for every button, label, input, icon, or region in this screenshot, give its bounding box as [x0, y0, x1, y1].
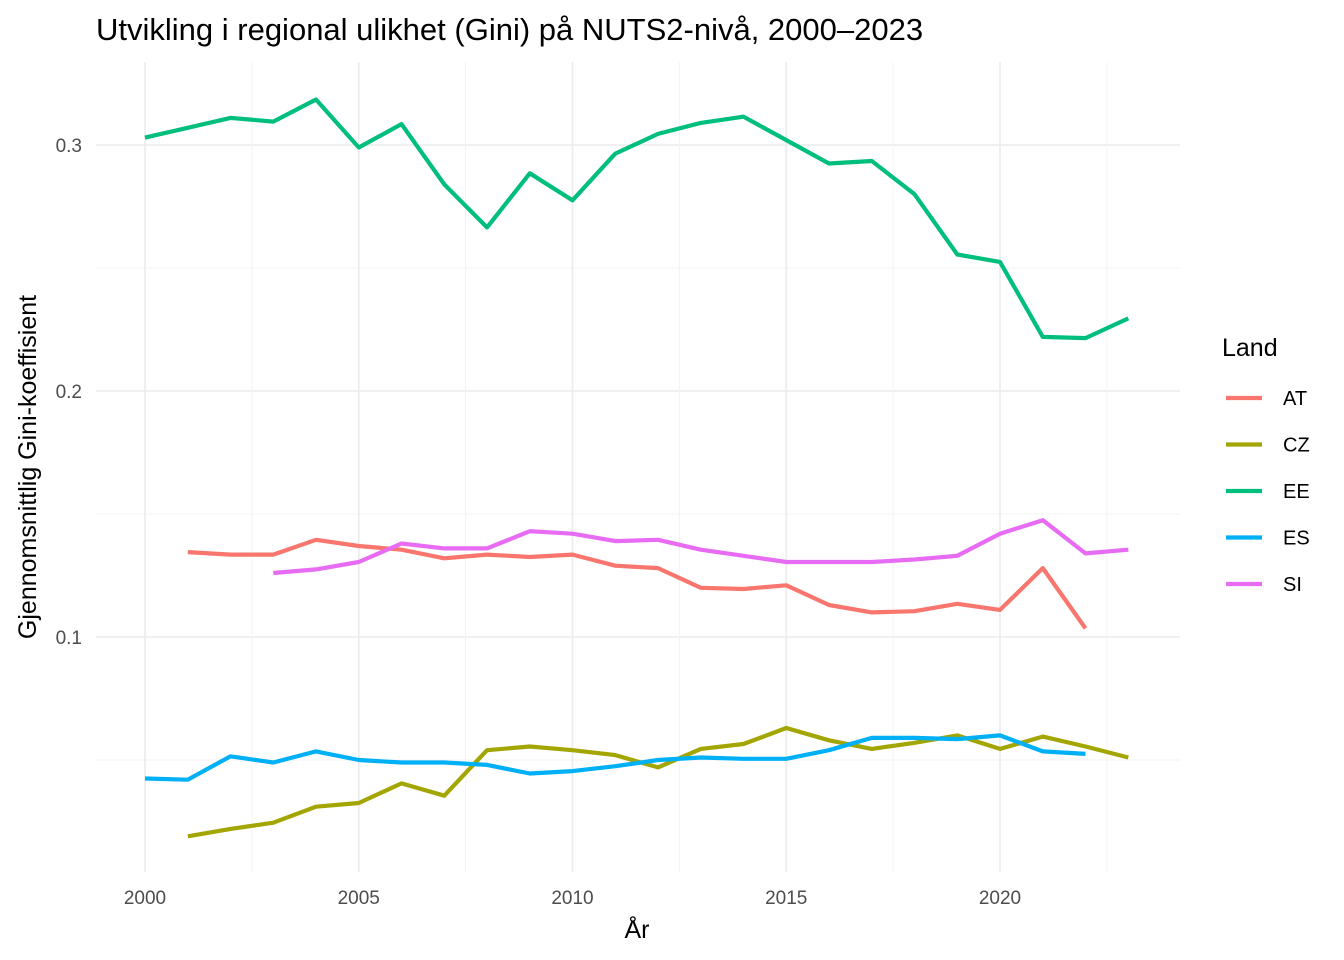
series-line-ee — [144, 97, 1130, 341]
x-tick-label: 2010 — [551, 888, 593, 909]
legend-label-es: ES — [1283, 528, 1310, 550]
y-tick-label: 0.3 — [56, 136, 82, 157]
x-axis-title: År — [625, 914, 650, 944]
x-tick-label: 2005 — [338, 888, 380, 909]
legend-label-ee: EE — [1283, 481, 1310, 503]
legend-label-cz: CZ — [1283, 435, 1310, 457]
legend-label-at: AT — [1283, 388, 1307, 410]
x-tick-label: 2000 — [124, 888, 166, 909]
series-layer — [144, 97, 1130, 839]
y-axis-title: Gjennomsnittlig Gini-koeffisient — [14, 295, 42, 639]
legend: Land AT CZ EE ES SI — [1222, 334, 1310, 596]
x-tick-label: 2020 — [979, 888, 1021, 909]
legend-label-si: SI — [1283, 574, 1302, 596]
grid — [96, 62, 1180, 872]
x-tick-label: 2015 — [765, 888, 807, 909]
y-tick-label: 0.2 — [56, 382, 82, 403]
legend-title: Land — [1222, 334, 1278, 362]
x-tick-labels: 2000 2005 2010 2015 2020 — [124, 888, 1021, 909]
series-line-es — [144, 733, 1086, 782]
chart-title: Utvikling i regional ulikhet (Gini) på N… — [96, 12, 923, 47]
series-line-cz — [187, 725, 1129, 839]
series-line-at — [187, 537, 1088, 630]
y-tick-label: 0.1 — [56, 628, 82, 649]
series-line-si — [273, 518, 1129, 576]
y-tick-labels: 0.1 0.2 0.3 — [56, 136, 82, 649]
